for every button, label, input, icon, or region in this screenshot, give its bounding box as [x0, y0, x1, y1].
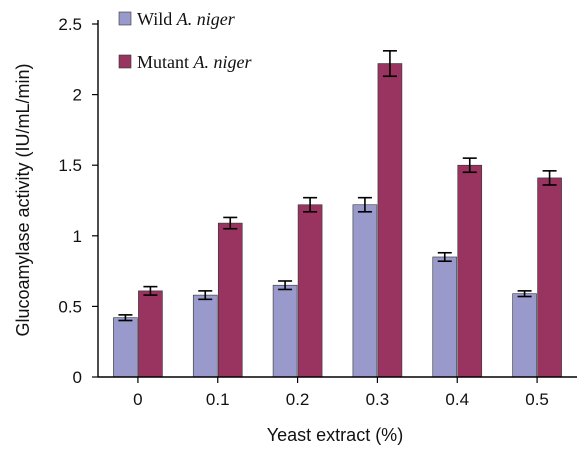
bar-series-0-cat-3: [352, 204, 378, 378]
x-tick-label-1: 0.1: [206, 390, 230, 409]
y-tick-label-3: 1.5: [58, 156, 82, 175]
axes-layer: [97, 20, 577, 378]
x-tick-label-3: 0.3: [366, 390, 390, 409]
bar-series-0-cat-4: [432, 256, 458, 378]
bar-series-0-cat-1: [192, 294, 218, 378]
bar-series-0-cat-0: [113, 317, 138, 378]
x-tick-label-5: 0.5: [525, 390, 549, 409]
x-tick-label-0: 0: [133, 390, 142, 409]
y-tick-label-2: 1: [73, 227, 82, 246]
bar-series-0-cat-5: [512, 293, 537, 378]
bar-series-1-cat-3: [377, 63, 403, 378]
y-tick-label-5: 2.5: [58, 15, 82, 34]
y-tick-label-0: 0: [73, 368, 82, 387]
bar-series-0-cat-2: [272, 284, 298, 378]
bar-series-1-cat-1: [217, 222, 243, 378]
ticks-layer: 0 0.1 0.2 0.3 0.4 0.5 0 0.5 1 1.5 2 2.5: [58, 15, 549, 409]
legend-label-wild: Wild A. niger: [137, 9, 236, 29]
x-tick-label-2: 0.2: [286, 390, 310, 409]
y-tick-label-1: 0.5: [58, 297, 82, 316]
x-tick-label-4: 0.4: [445, 390, 469, 409]
bar-series-1-cat-4: [457, 164, 483, 378]
bar-series-1-cat-2: [297, 204, 323, 378]
bars-layer: [113, 50, 562, 378]
bar-series-1-cat-5: [537, 177, 562, 378]
legend: Wild A. niger Mutant A. niger: [118, 9, 252, 72]
y-axis-title: Glucoamylase activity (IU/mL/min): [13, 63, 33, 336]
x-axis-title: Yeast extract (%): [267, 425, 403, 445]
legend-swatch-wild: [118, 11, 132, 26]
legend-label-mutant: Mutant A. niger: [137, 52, 252, 72]
legend-swatch-mutant: [118, 54, 132, 69]
bar-series-1-cat-0: [138, 290, 163, 378]
y-tick-label-4: 2: [73, 86, 82, 105]
